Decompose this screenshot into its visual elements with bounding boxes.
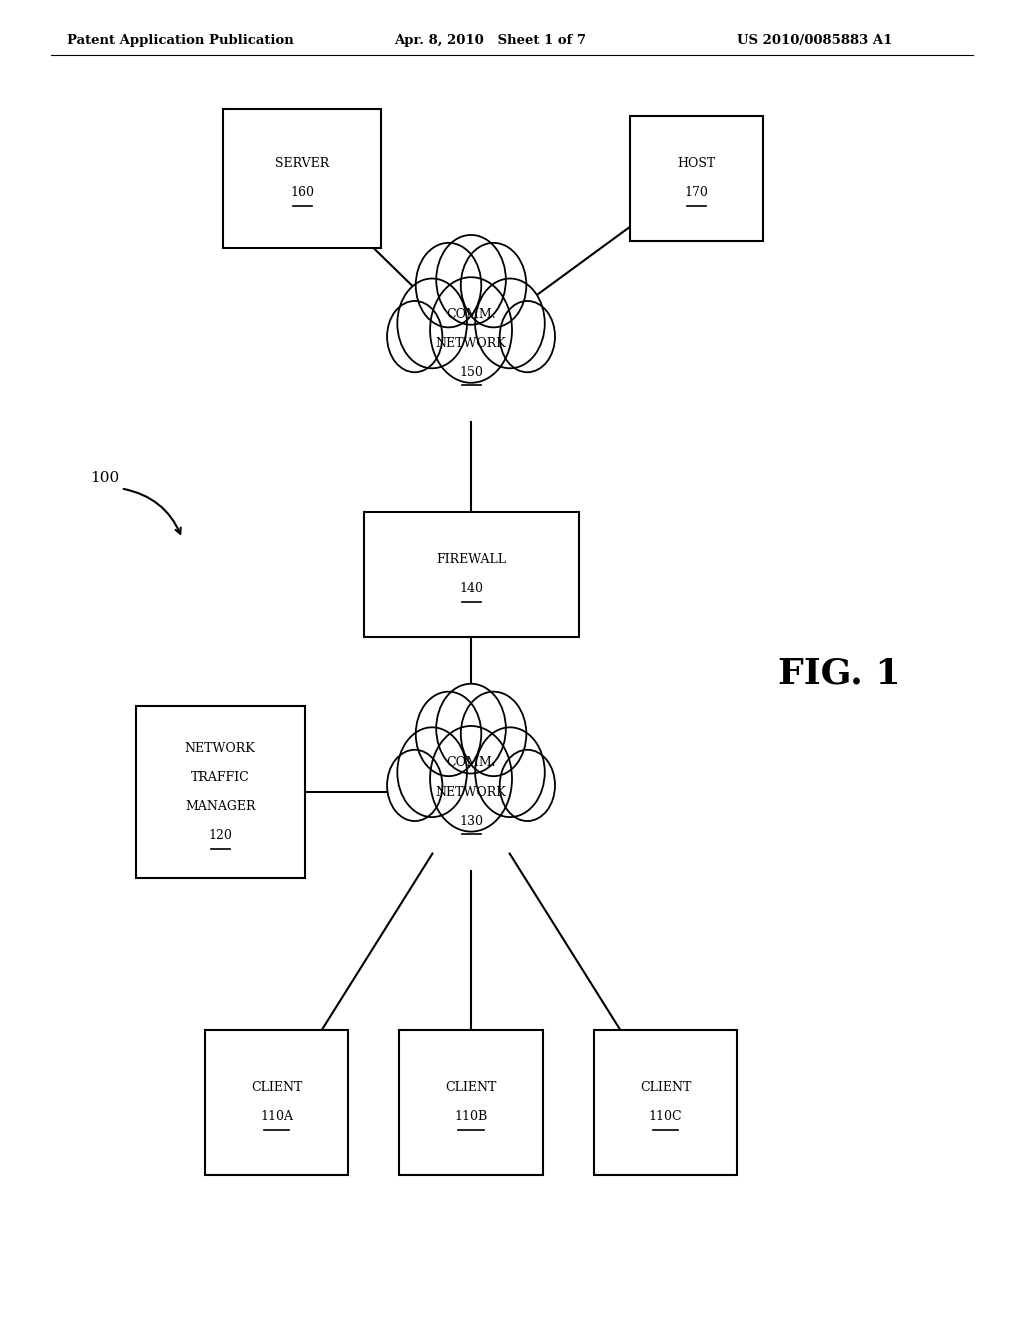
Text: NETWORK: NETWORK (184, 742, 256, 755)
Circle shape (430, 277, 512, 383)
Text: 120: 120 (208, 829, 232, 842)
Text: CLIENT: CLIENT (445, 1081, 497, 1094)
Text: HOST: HOST (677, 157, 716, 170)
Text: NETWORK: NETWORK (435, 337, 507, 350)
FancyBboxPatch shape (630, 116, 763, 242)
Text: CLIENT: CLIENT (251, 1081, 302, 1094)
Text: FIG. 1: FIG. 1 (778, 656, 901, 690)
Text: MANAGER: MANAGER (185, 800, 255, 813)
Text: CLIENT: CLIENT (640, 1081, 691, 1094)
Circle shape (475, 279, 545, 368)
Text: SERVER: SERVER (275, 157, 329, 170)
Circle shape (387, 301, 442, 372)
Text: NETWORK: NETWORK (435, 785, 507, 799)
Circle shape (475, 727, 545, 817)
FancyBboxPatch shape (222, 110, 381, 248)
Text: 170: 170 (684, 186, 709, 199)
Circle shape (416, 692, 481, 776)
Text: 110B: 110B (455, 1110, 487, 1123)
Circle shape (461, 243, 526, 327)
Circle shape (397, 279, 467, 368)
Text: COMM.: COMM. (446, 308, 496, 321)
Circle shape (500, 301, 555, 372)
Text: FIREWALL: FIREWALL (436, 553, 506, 566)
Text: Patent Application Publication: Patent Application Publication (67, 34, 293, 48)
Circle shape (436, 684, 506, 774)
Text: TRAFFIC: TRAFFIC (190, 771, 250, 784)
Circle shape (397, 727, 467, 817)
Circle shape (430, 726, 512, 832)
Text: 150: 150 (459, 366, 483, 379)
Text: 160: 160 (290, 186, 314, 199)
FancyBboxPatch shape (205, 1030, 348, 1175)
FancyBboxPatch shape (594, 1030, 737, 1175)
Circle shape (416, 243, 481, 327)
Circle shape (500, 750, 555, 821)
Text: Apr. 8, 2010   Sheet 1 of 7: Apr. 8, 2010 Sheet 1 of 7 (394, 34, 586, 48)
Text: 110C: 110C (649, 1110, 682, 1123)
Text: 130: 130 (459, 814, 483, 828)
FancyBboxPatch shape (399, 1030, 543, 1175)
Circle shape (387, 750, 442, 821)
Circle shape (436, 235, 506, 325)
Text: US 2010/0085883 A1: US 2010/0085883 A1 (737, 34, 893, 48)
Text: 140: 140 (459, 582, 483, 595)
Text: 110A: 110A (260, 1110, 293, 1123)
Text: COMM.: COMM. (446, 756, 496, 770)
Text: 100: 100 (90, 471, 119, 484)
FancyBboxPatch shape (364, 512, 579, 638)
Circle shape (461, 692, 526, 776)
FancyBboxPatch shape (135, 706, 305, 878)
